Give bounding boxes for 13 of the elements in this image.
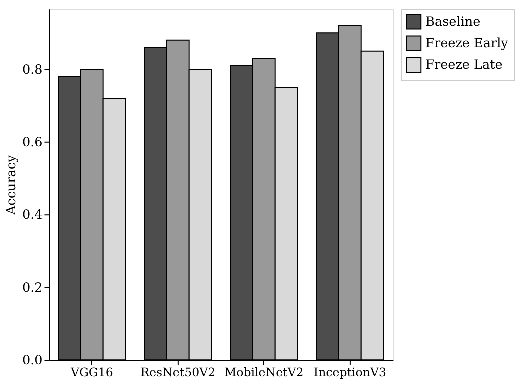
y-axis-title: Accuracy bbox=[4, 154, 20, 216]
y-tick-label: 0.0 bbox=[22, 354, 43, 369]
y-tick-label: 0.6 bbox=[22, 136, 43, 151]
x-tick-label: MobileNetV2 bbox=[224, 365, 304, 380]
x-tick-label: InceptionV3 bbox=[314, 365, 386, 380]
y-tick-label: 0.2 bbox=[22, 280, 43, 296]
y-tick-label: 0.4 bbox=[22, 208, 43, 224]
x-tick-label: ResNet50V2 bbox=[140, 365, 216, 380]
legend-label: Baseline bbox=[426, 14, 481, 30]
y-tick-label: 0.8 bbox=[22, 62, 43, 78]
x-tick-label: VGG16 bbox=[70, 365, 114, 380]
legend-label: Freeze Early bbox=[426, 36, 510, 52]
legend-label: Freeze Late bbox=[426, 58, 503, 74]
